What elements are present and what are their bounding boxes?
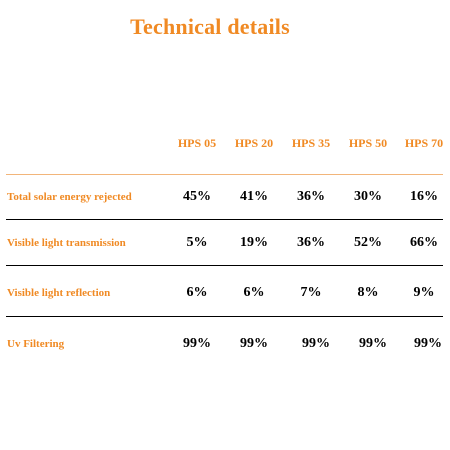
table-cell: 45% [183, 189, 211, 204]
column-header-hps-20: HPS 20 [234, 136, 274, 150]
row-label-uv-filtering: Uv Filtering [7, 338, 65, 350]
table-cell: 30% [354, 189, 382, 204]
row-divider [6, 219, 443, 220]
row-divider [6, 265, 443, 266]
column-header-hps-50: HPS 50 [348, 136, 388, 150]
table-cell: 99% [414, 336, 442, 351]
row-label-total-solar-energy-rejected: Total solar energy rejected [7, 191, 132, 203]
column-header-hps-35: HPS 35 [291, 136, 331, 150]
table-cell: 41% [240, 189, 268, 204]
table-cell: 19% [240, 235, 268, 250]
row-label-visible-light-transmission: Visible light transmission [7, 237, 126, 249]
table-cell: 6% [186, 285, 208, 300]
table-cell: 66% [410, 235, 438, 250]
column-header-hps-05: HPS 05 [177, 136, 217, 150]
table-cell: 52% [354, 235, 382, 250]
table-cell: 99% [183, 336, 211, 351]
row-label-visible-light-reflection: Visible light reflection [7, 287, 111, 299]
table-cell: 16% [410, 189, 438, 204]
table-cell: 9% [413, 285, 435, 300]
header-divider [6, 174, 443, 175]
table-cell: 5% [186, 235, 208, 250]
table-cell: 99% [359, 336, 387, 351]
table-cell: 36% [297, 189, 325, 204]
table-cell: 7% [300, 285, 322, 300]
page-title: Technical details [130, 14, 290, 39]
table-cell: 36% [297, 235, 325, 250]
table-cell: 99% [240, 336, 268, 351]
table-cell: 8% [357, 285, 379, 300]
table-cell: 99% [302, 336, 330, 351]
table-cell: 6% [243, 285, 265, 300]
column-header-hps-70: HPS 70 [404, 136, 444, 150]
row-divider [6, 316, 443, 317]
